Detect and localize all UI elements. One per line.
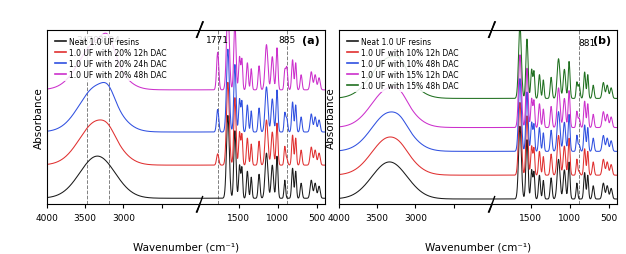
Y-axis label: Absorbance: Absorbance	[34, 87, 44, 148]
Text: 1771: 1771	[206, 36, 229, 44]
Text: 3194: 3194	[97, 36, 120, 44]
Text: 885: 885	[278, 36, 295, 44]
Text: (b): (b)	[593, 36, 612, 46]
Text: (a): (a)	[302, 36, 319, 46]
Text: Wavenumber (cm⁻¹): Wavenumber (cm⁻¹)	[133, 242, 239, 251]
Text: 881: 881	[578, 39, 595, 48]
Legend: Neat 1.0 UF resins, 1.0 UF with 20% 12h DAC, 1.0 UF with 20% 24h DAC, 1.0 UF wit: Neat 1.0 UF resins, 1.0 UF with 20% 12h …	[53, 35, 169, 82]
Y-axis label: Absorbance: Absorbance	[326, 87, 336, 148]
Text: Wavenumber (cm⁻¹): Wavenumber (cm⁻¹)	[425, 242, 531, 251]
Text: 3470: 3470	[76, 36, 99, 44]
Legend: Neat 1.0 UF resins, 1.0 UF with 10% 12h DAC, 1.0 UF with 10% 48h DAC, 1.0 UF wit: Neat 1.0 UF resins, 1.0 UF with 10% 12h …	[344, 35, 461, 93]
